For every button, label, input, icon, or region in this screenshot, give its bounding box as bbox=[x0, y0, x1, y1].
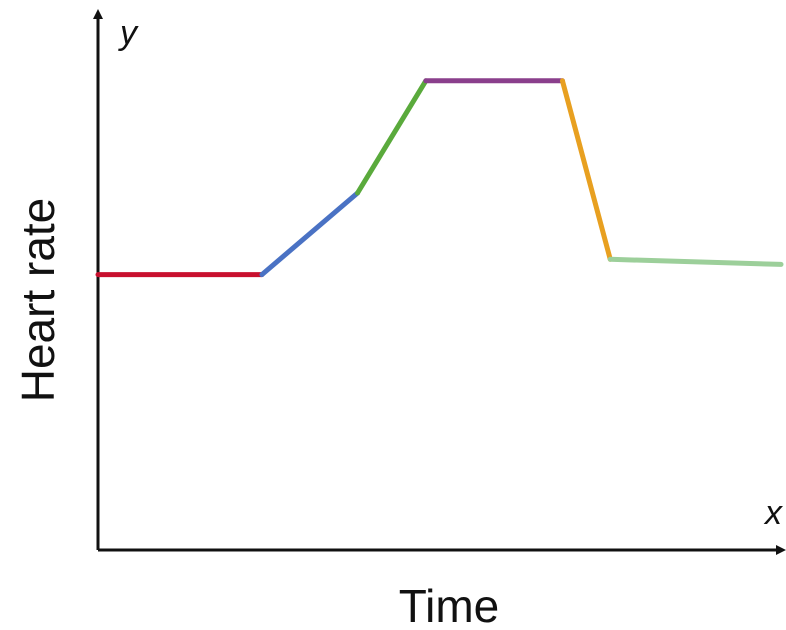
line-segment-3 bbox=[355, 78, 429, 196]
line-segment-2 bbox=[259, 190, 361, 278]
x-axis-label: Time bbox=[399, 580, 500, 630]
x-axis-symbol: x bbox=[763, 494, 783, 532]
y-axis-symbol: y bbox=[118, 14, 139, 52]
series-layer bbox=[95, 78, 784, 278]
y-axis-label: Heart rate bbox=[12, 198, 64, 403]
line-segment-6 bbox=[607, 256, 784, 267]
line-segment-5 bbox=[559, 78, 613, 262]
